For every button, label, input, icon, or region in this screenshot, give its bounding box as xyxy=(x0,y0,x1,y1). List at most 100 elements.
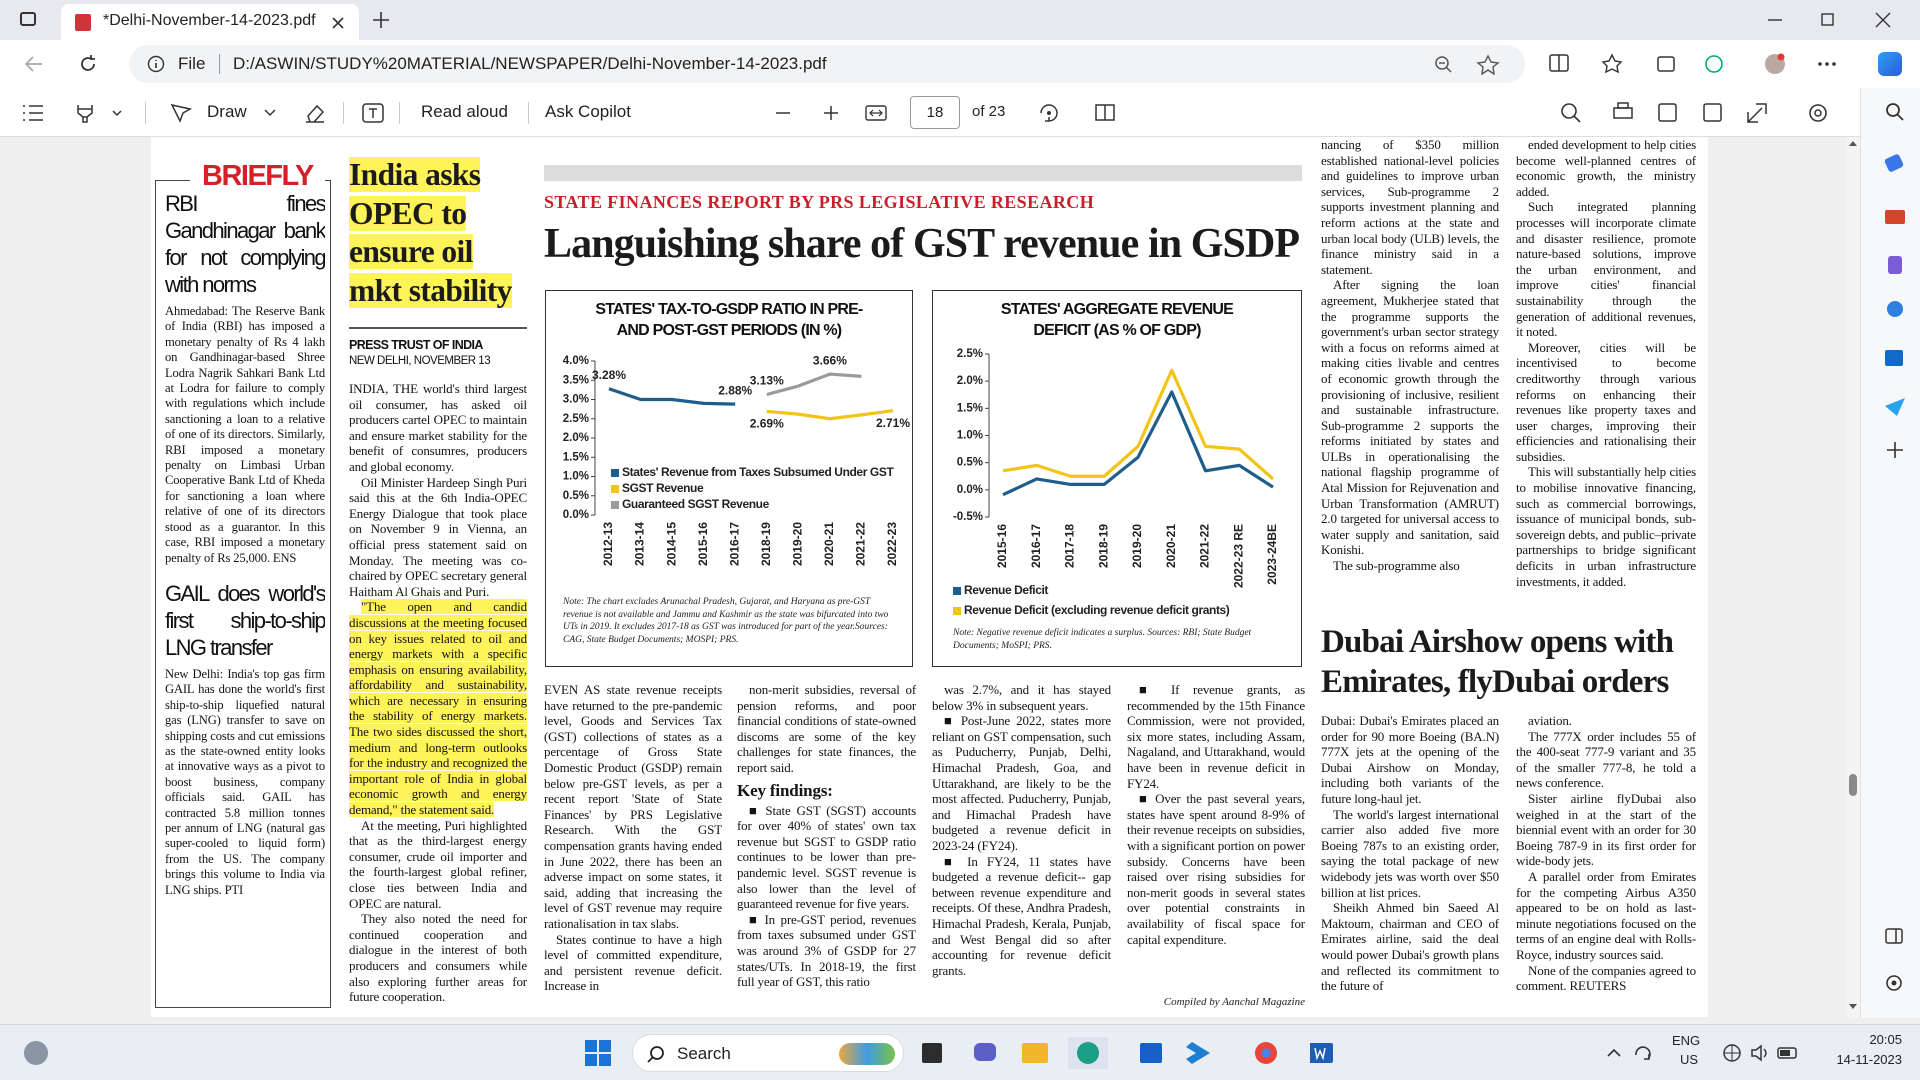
text-button[interactable] xyxy=(362,103,384,123)
tab-bar: *Delhi-November-14-2023.pdf xyxy=(0,0,1920,40)
scroll-thumb[interactable] xyxy=(1849,774,1857,796)
x-tick-label: 2023-24BE xyxy=(1265,524,1279,585)
clock-date[interactable]: 14-11-2023 xyxy=(1836,1052,1902,1067)
pdf-toolbar: Draw Read aloud Ask Copilot 18 of 23 xyxy=(0,88,1860,137)
start-button[interactable] xyxy=(584,1039,612,1067)
word-icon[interactable] xyxy=(1310,1037,1334,1069)
band xyxy=(544,165,1302,181)
y-tick-label: 0.5% xyxy=(563,490,589,502)
paragraph: They also noted the need for continued c… xyxy=(349,911,527,1005)
x-tick-label: 2018-19 xyxy=(1096,524,1110,568)
chart-box: STATES' TAX-TO-GSDP RATIO IN PRE- AND PO… xyxy=(545,290,913,667)
paragraph: ■ In pre-GST period, revenues from taxes… xyxy=(737,911,916,990)
x-tick-label: 2016-17 xyxy=(727,522,741,566)
new-tab[interactable] xyxy=(372,11,390,29)
view-controls[interactable] xyxy=(1038,102,1118,124)
scroll-up[interactable] xyxy=(1848,139,1858,147)
url-actions[interactable] xyxy=(1434,55,1504,75)
tab-actions-icon[interactable] xyxy=(20,12,36,26)
data-label: 2.69% xyxy=(750,417,784,431)
sidebar-settings[interactable] xyxy=(1883,928,1907,1008)
paragraph: This will substantially help cities to m… xyxy=(1516,464,1696,589)
weather-widget[interactable] xyxy=(24,1041,48,1065)
zoom-controls[interactable] xyxy=(774,104,894,122)
ask-copilot-button[interactable]: Ask Copilot xyxy=(545,102,631,121)
window-controls[interactable] xyxy=(1768,11,1898,29)
data-label: 3.66% xyxy=(813,353,847,367)
divider xyxy=(145,102,146,124)
draw-icon[interactable] xyxy=(170,103,192,123)
x-tick-label: 2014-15 xyxy=(664,522,678,566)
active-tab[interactable]: *Delhi-November-14-2023.pdf xyxy=(61,4,359,40)
x-tick-label: 2021-22 xyxy=(854,522,868,566)
page-input[interactable]: 18 xyxy=(910,96,960,129)
gst-column: was 2.7%, and it has stayed below 3% in … xyxy=(932,682,1111,1012)
x-tick-label: 2019-20 xyxy=(791,522,805,566)
pdf-icon xyxy=(75,14,91,31)
reload-button[interactable] xyxy=(78,54,98,74)
chart-note: Note: The chart excludes Arunachal Prade… xyxy=(563,597,889,645)
legend-swatch xyxy=(953,607,961,615)
legend-label: Revenue Deficit (excluding revenue defic… xyxy=(964,603,1230,617)
gst-column: ■ If revenue grants, as recommended by t… xyxy=(1127,682,1305,994)
y-tick-label: 3.0% xyxy=(563,394,589,406)
chart: 0.0% 0.5% 1.0% 1.5% 2.0% 2.5% 3.0% 3.5% 4.0% 2012… xyxy=(563,353,911,566)
x-tick-label: 2013-14 xyxy=(633,522,647,566)
opec-byline: PRESS TRUST OF INDIA xyxy=(349,338,483,352)
highlighted-text: "The open and candid discussions at the … xyxy=(349,599,527,818)
erase-button[interactable] xyxy=(304,102,326,124)
scrollbar[interactable] xyxy=(1846,137,1860,1017)
highlight-button[interactable] xyxy=(75,103,125,123)
system-icons[interactable] xyxy=(1722,1042,1802,1064)
taskbar: Search ENG US 20:05 14-11-2023 xyxy=(0,1024,1920,1080)
clock-time[interactable]: 20:05 xyxy=(1869,1032,1902,1047)
copilot-button[interactable] xyxy=(1878,52,1902,76)
chart-box: STATES' AGGREGATE REVENUE DEFICIT (AS % … xyxy=(932,290,1302,667)
legend-label: SGST Revenue xyxy=(622,481,704,495)
gst-headline: Languishing share of GST revenue in GSDP xyxy=(544,221,1300,267)
legend-label: Guaranteed SGST Revenue xyxy=(622,497,770,511)
draw-dropdown[interactable] xyxy=(264,108,276,118)
sidebar xyxy=(1860,88,1920,1018)
url-field[interactable]: File D:/ASWIN/STUDY%20MATERIAL/NEWSPAPER… xyxy=(129,45,1525,83)
divider xyxy=(399,102,400,124)
scroll-down[interactable] xyxy=(1848,1003,1858,1011)
divider xyxy=(528,102,529,124)
pdf-actions[interactable] xyxy=(1560,102,1830,124)
read-aloud-button[interactable]: Read aloud xyxy=(421,102,508,121)
brief-body: Ahmedabad: The Reserve Bank of India (RB… xyxy=(165,304,325,565)
y-tick-label: 0.5% xyxy=(957,457,983,469)
legend-swatch xyxy=(611,469,619,477)
dubai-column: Dubai: Dubai's Emirates placed an order … xyxy=(1321,713,1499,1013)
address-bar: File D:/ASWIN/STUDY%20MATERIAL/NEWSPAPER… xyxy=(0,40,1920,88)
back-button[interactable] xyxy=(24,54,44,74)
browser-toolbar-icons[interactable] xyxy=(1548,53,1848,77)
y-tick-label: 1.5% xyxy=(563,451,589,463)
paragraph: was 2.7%, and it has stayed below 3% in … xyxy=(932,682,1111,713)
contents-button[interactable] xyxy=(22,104,44,122)
data-label: 3.28% xyxy=(592,368,626,382)
paragraph: Oil Minister Hardeep Singh Puri said thi… xyxy=(349,474,527,599)
tab-close[interactable] xyxy=(331,16,345,30)
language[interactable]: ENG xyxy=(1672,1033,1701,1048)
paragraph: After signing the loan agreement, Mukher… xyxy=(1321,277,1499,558)
chart: -0.5% 0.0% 0.5% 1.0% 1.5% 2.0% 2.5% 2015-16 2016… xyxy=(953,348,1279,617)
paragraph: nancing of $350 million established nati… xyxy=(1321,137,1499,277)
rule xyxy=(349,327,527,329)
x-tick-label: 2015-16 xyxy=(696,522,710,566)
chart-title: STATES' TAX-TO-GSDP RATIO IN PRE- AND PO… xyxy=(595,301,863,339)
search-box[interactable]: Search xyxy=(632,1034,904,1072)
pinned-apps[interactable] xyxy=(918,1037,1318,1069)
draw-button[interactable]: Draw xyxy=(207,102,247,121)
paragraph: The world's largest international carrie… xyxy=(1321,806,1499,900)
x-tick-label: 2015-16 xyxy=(995,524,1009,568)
chart-title: STATES' AGGREGATE REVENUE DEFICIT (AS % … xyxy=(1000,301,1234,339)
region[interactable]: US xyxy=(1680,1052,1699,1067)
x-tick-label: 2020-21 xyxy=(822,522,836,566)
info-icon xyxy=(147,55,165,73)
paragraph: Dubai: Dubai's Emirates placed an order … xyxy=(1321,713,1499,806)
line-series xyxy=(1002,390,1274,497)
x-tick-label: 2017-18 xyxy=(1063,524,1077,568)
tray-icons[interactable] xyxy=(1606,1043,1656,1063)
sidebar-apps[interactable] xyxy=(1883,102,1907,662)
